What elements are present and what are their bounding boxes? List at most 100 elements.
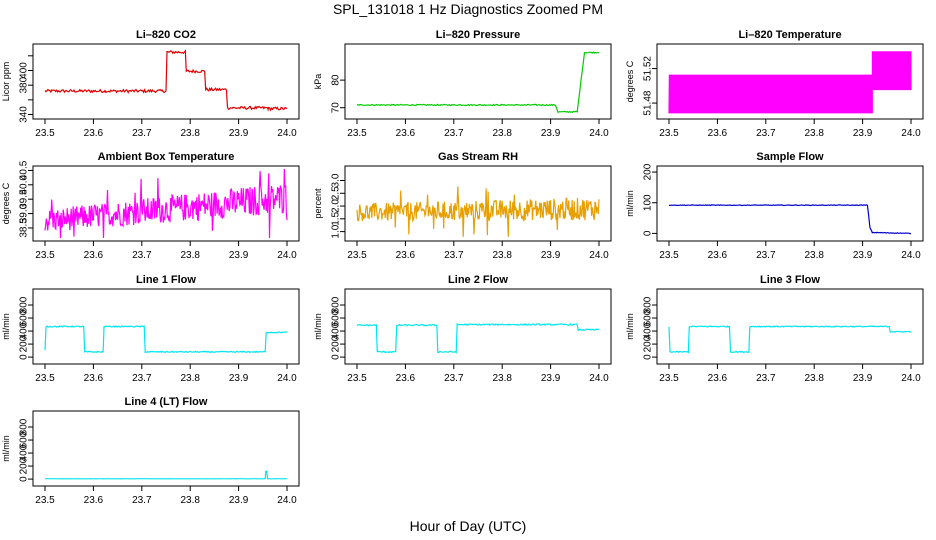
y-tick-label: 38.5 — [19, 218, 30, 238]
x-axis-caption: Hour of Day (UTC) — [409, 518, 527, 534]
x-tick-label: 23.7 — [444, 250, 464, 261]
y-tick-label: 2.5 — [331, 186, 342, 200]
x-tick-label: 23.8 — [492, 373, 512, 384]
panel-title: Gas Stream RH — [438, 151, 518, 163]
y-tick-label: 400 — [331, 322, 342, 339]
x-tick-label: 23.9 — [229, 128, 249, 139]
y-tick-label: 400 — [19, 444, 30, 461]
y-tick-label: 800 — [331, 296, 342, 313]
y-axis-label: degrees C — [625, 60, 635, 102]
data-series-line — [668, 325, 912, 354]
x-tick-label: 23.5 — [347, 128, 367, 139]
x-tick-label: 24.0 — [901, 250, 921, 261]
x-tick-label: 24.0 — [277, 128, 297, 139]
y-tick-label: 600 — [331, 309, 342, 326]
panel-frame — [32, 410, 300, 487]
y-tick-label: 39.0 — [19, 203, 30, 223]
y-tick-label: 600 — [643, 309, 654, 326]
y-tick-label: 40.0 — [19, 175, 30, 195]
x-tick-label: 23.6 — [84, 250, 104, 261]
y-axis-label: percent — [313, 188, 323, 219]
panel-frame — [656, 43, 924, 120]
y-tick-label: 51.48 — [643, 90, 654, 115]
data-series-line — [44, 325, 288, 354]
x-tick-label: 23.7 — [132, 250, 152, 261]
data-series-line — [669, 204, 912, 235]
x-tick-label: 24.0 — [589, 250, 609, 261]
y-tick-label: 100 — [643, 194, 654, 211]
x-tick-label: 23.7 — [132, 495, 152, 506]
data-series-line — [356, 322, 600, 354]
panel-frame — [32, 165, 300, 242]
x-tick-label: 23.7 — [132, 128, 152, 139]
x-tick-label: 23.6 — [708, 250, 728, 261]
x-tick-label: 23.9 — [229, 495, 249, 506]
y-tick-label: 200 — [19, 457, 30, 474]
y-tick-label: 400 — [643, 322, 654, 339]
y-tick-label: 200 — [643, 335, 654, 352]
data-series-line — [44, 49, 288, 112]
y-tick-label: 3.0 — [331, 173, 342, 187]
data-series-line — [668, 51, 912, 114]
y-axis-label: ml/min — [1, 435, 11, 462]
y-tick-label: 70 — [331, 102, 342, 114]
x-tick-label: 23.6 — [84, 128, 104, 139]
x-tick-label: 23.8 — [180, 250, 200, 261]
x-tick-label: 23.6 — [708, 373, 728, 384]
x-tick-label: 23.5 — [659, 250, 679, 261]
x-tick-label: 23.9 — [229, 250, 249, 261]
y-tick-label: 40.5 — [19, 160, 30, 180]
x-tick-label: 23.9 — [853, 128, 873, 139]
x-tick-label: 23.7 — [756, 373, 776, 384]
y-tick-label: 0 — [19, 354, 30, 360]
x-tick-label: 23.9 — [853, 250, 873, 261]
x-tick-label: 23.7 — [132, 373, 152, 384]
y-tick-label: 200 — [19, 335, 30, 352]
panel-title: Sample Flow — [756, 151, 824, 163]
y-tick-label: 0 — [19, 476, 30, 482]
y-axis-label: Licor ppm — [1, 62, 11, 102]
x-tick-label: 23.8 — [180, 128, 200, 139]
y-tick-label: 400 — [19, 322, 30, 339]
x-tick-label: 24.0 — [589, 373, 609, 384]
x-tick-label: 23.8 — [492, 250, 512, 261]
y-tick-label: 80 — [331, 74, 342, 86]
y-tick-label: 600 — [19, 309, 30, 326]
y-axis-label: ml/min — [625, 313, 635, 340]
y-tick-label: 1.0 — [331, 224, 342, 238]
page-title: SPL_131018 1 Hz Diagnostics Zoomed PM — [332, 1, 604, 17]
data-series-line — [357, 51, 600, 114]
x-tick-label: 23.8 — [804, 250, 824, 261]
x-tick-label: 23.6 — [708, 128, 728, 139]
y-tick-label: 0 — [331, 354, 342, 360]
panel-frame — [344, 43, 612, 120]
panel-title: Line 1 Flow — [136, 274, 196, 286]
panel-title: Li–820 Temperature — [738, 29, 841, 41]
y-tick-label: 340 — [19, 106, 30, 123]
x-tick-label: 23.9 — [229, 373, 249, 384]
y-tick-label: 2.0 — [331, 199, 342, 213]
panel-frame — [32, 43, 300, 120]
x-tick-label: 23.6 — [84, 495, 104, 506]
x-tick-label: 23.5 — [35, 250, 55, 261]
x-tick-label: 23.9 — [541, 128, 561, 139]
x-tick-label: 23.9 — [541, 373, 561, 384]
y-tick-label: 800 — [19, 296, 30, 313]
x-tick-label: 23.5 — [347, 250, 367, 261]
x-tick-label: 23.5 — [659, 373, 679, 384]
panel-frame — [32, 288, 300, 365]
panel-frame — [656, 165, 924, 242]
x-tick-label: 23.8 — [804, 128, 824, 139]
panel-title: Line 3 Flow — [760, 274, 820, 286]
x-tick-label: 23.7 — [756, 128, 776, 139]
data-series-line — [356, 186, 600, 237]
y-tick-label: 400 — [19, 62, 30, 79]
x-tick-label: 23.7 — [444, 128, 464, 139]
x-tick-label: 23.7 — [756, 250, 776, 261]
y-axis-label: degrees C — [1, 182, 11, 224]
x-tick-label: 23.5 — [347, 373, 367, 384]
panel-frame — [344, 165, 612, 242]
x-tick-label: 23.5 — [35, 128, 55, 139]
panel-title: Line 2 Flow — [448, 274, 508, 286]
